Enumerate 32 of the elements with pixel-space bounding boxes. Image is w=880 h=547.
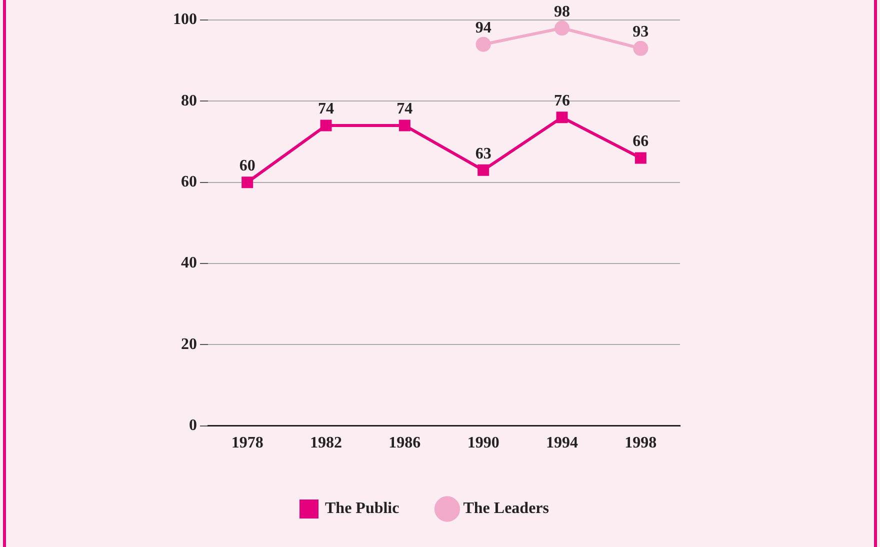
data-label: 94 — [475, 19, 492, 36]
point — [398, 120, 410, 132]
data-label: 63 — [475, 145, 492, 162]
y-tick-label: 40 — [181, 254, 197, 272]
point — [633, 40, 648, 56]
y-tick-label: 80 — [181, 92, 197, 110]
x-tick-label: 1990 — [467, 434, 500, 452]
x-tick-label: 1982 — [310, 434, 342, 452]
x-tick-label: 1978 — [231, 434, 264, 452]
point — [476, 36, 491, 52]
point — [478, 164, 490, 176]
data-label: 74 — [396, 100, 413, 118]
point — [556, 112, 568, 124]
y-tick-label: 0 — [189, 416, 197, 434]
data-label: 74 — [318, 100, 334, 118]
y-tick-label: 20 — [181, 336, 197, 353]
x-tick-label: 1998 — [624, 434, 657, 452]
data-label: 60 — [239, 157, 256, 174]
data-label: 66 — [632, 133, 649, 150]
legend-label: The Public — [324, 500, 400, 518]
data-label: 93 — [632, 24, 649, 41]
y-tick-label: 60 — [181, 173, 197, 190]
data-label: 98 — [554, 3, 570, 20]
data-label: 76 — [554, 92, 570, 110]
x-tick-label: 1994 — [546, 434, 578, 452]
point — [554, 20, 570, 36]
point — [634, 152, 646, 164]
x-tick-label: 1986 — [388, 434, 421, 452]
legend-label: The Leaders — [463, 500, 550, 518]
point — [320, 120, 332, 132]
y-tick-label: 100 — [173, 11, 197, 28]
point — [242, 176, 254, 188]
